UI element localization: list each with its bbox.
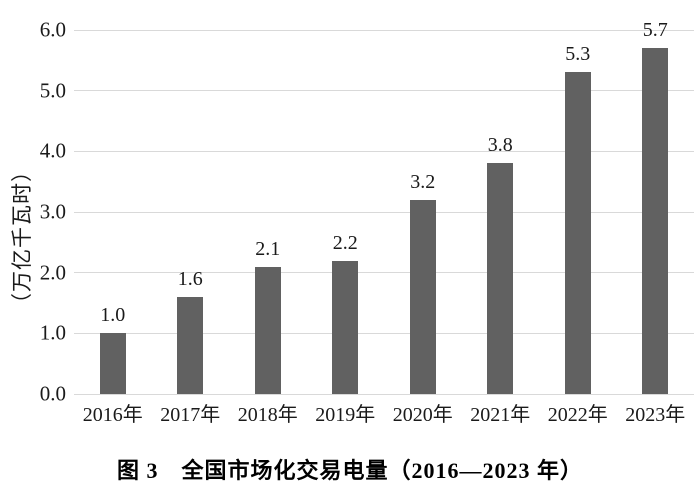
bar-2019年 [332,260,359,394]
y-tick-label: 1.0 [39,320,66,345]
x-axis-label: 2018年 [237,404,298,426]
bar-value-label: 5.7 [642,19,668,42]
bar-value-label: 1.6 [177,267,203,290]
x-axis-label: 2019年 [315,404,376,426]
bar-2018年 [254,266,281,394]
bar-2017年 [177,296,204,394]
bar-value-label: 1.0 [100,304,126,327]
y-tick-label: 6.0 [39,17,66,42]
bar-value-label: 3.2 [410,170,436,193]
x-axis-label: 2020年 [392,404,453,426]
gridline-y-0.0 [74,393,694,395]
y-tick-label: 0.0 [39,381,66,406]
y-axis-title: （万亿千瓦时） [10,160,34,314]
gridline-y-6.0 [74,29,694,31]
bar-2023年 [642,48,669,394]
x-axis-label: 2023年 [625,404,686,426]
gridline-y-1.0 [74,332,694,334]
gridline-y-3.0 [74,211,694,213]
x-axis-label: 2017年 [160,404,221,426]
bar-2020年 [409,199,436,394]
chart-caption: 图 3 全国市场化交易电量（2016—2023 年） [116,458,583,483]
bar-2021年 [487,163,514,394]
gridline-y-5.0 [74,90,694,92]
bar-value-label: 3.8 [487,134,513,157]
bar-2022年 [564,72,591,394]
x-axis-label: 2022年 [547,404,608,426]
bar-value-label: 2.1 [255,237,281,260]
gridline-y-2.0 [74,272,694,274]
bar-value-label: 5.3 [565,43,591,66]
x-axis-label: 2021年 [470,404,531,426]
y-tick-label: 5.0 [39,78,66,103]
plot-area: 1.0 1.6 2.1 2.2 3.2 3.8 5.3 5.7 [74,20,694,395]
y-tick-label: 4.0 [39,138,66,163]
bar-value-label: 2.2 [332,231,358,254]
gridline-y-4.0 [74,150,694,152]
y-tick-label: 3.0 [39,199,66,224]
x-axis-label: 2016年 [82,404,143,426]
bar-2016年 [99,333,126,394]
y-tick-label: 2.0 [39,260,66,285]
